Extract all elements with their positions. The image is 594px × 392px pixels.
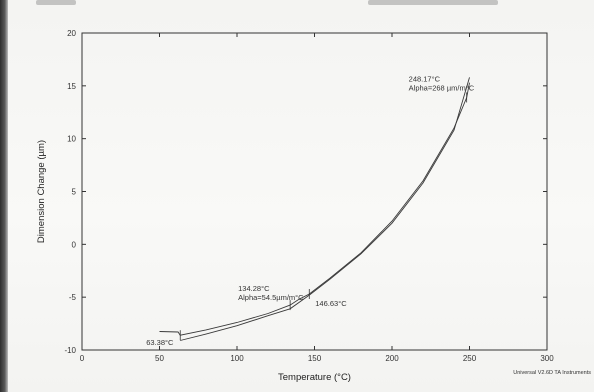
annotation-label: 63.38°C	[146, 338, 174, 347]
y-tick-label: -10	[64, 346, 76, 355]
faded-header-left	[36, 0, 76, 5]
y-tick-label: 0	[72, 240, 77, 249]
x-axis-title: Temperature (°C)	[278, 372, 351, 383]
y-tick-label: -5	[69, 293, 77, 302]
annotation-label: 146.63°C	[315, 299, 347, 308]
annotation-label: Alpha=54.5µm/m°C	[238, 293, 304, 302]
annotation-label: 134.28°C	[238, 284, 270, 293]
y-axis-title: Dimension Change (µm)	[36, 140, 47, 243]
x-tick-label: 50	[155, 354, 164, 363]
annotation-label: 248.17°C	[409, 74, 441, 83]
series-line-2	[180, 77, 470, 341]
x-tick-label: 300	[540, 354, 554, 363]
series-line-1	[159, 82, 470, 336]
series-layer	[159, 77, 470, 341]
y-tick-label: 10	[67, 135, 76, 144]
y-tick-label: 5	[72, 188, 77, 197]
x-tick-label: 100	[230, 354, 244, 363]
x-tick-label: 150	[308, 354, 322, 363]
x-axis-ticks: 0 50 100 150 200 250 300	[80, 33, 554, 363]
instrument-footer: Universal V2.6D TA Instruments	[513, 370, 591, 376]
x-tick-label: 0	[80, 354, 85, 363]
y-tick-label: 15	[67, 82, 76, 91]
x-tick-label: 250	[463, 354, 477, 363]
y-axis-ticks: 20 15 10 5 0 -5 -10	[64, 29, 547, 355]
annotation-label: Alpha=268 µm/m°C	[409, 83, 475, 92]
y-tick-label: 20	[67, 29, 76, 38]
scan-binding-edge	[0, 0, 8, 392]
x-tick-label: 200	[385, 354, 399, 363]
faded-header-right	[368, 0, 498, 5]
